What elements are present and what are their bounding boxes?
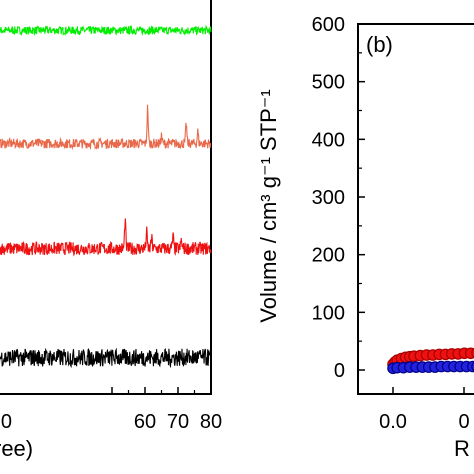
panel-b-y-tick-label-3: 300 (312, 187, 345, 209)
panel-a-series-line-0 (0, 24, 212, 37)
panel-b-y-tick-label-4: 400 (312, 129, 345, 151)
panel-b-series-1-point-14 (471, 361, 474, 372)
panel-a-ticks-group: 0 60 70 80 (1, 387, 222, 433)
panel-a-series-line-2 (0, 218, 212, 257)
panel-a-x-axis-title: ree) (0, 436, 33, 461)
panel-a: 0 60 70 80 ree) (0, 0, 222, 461)
panel-a-frame (0, 0, 212, 395)
panel-b-x-axis-title: R (454, 436, 470, 461)
panel-b-frame (357, 23, 474, 395)
panel-b-y-tick-label-6: 600 (312, 14, 345, 36)
panel-b-label: (b) (366, 32, 393, 57)
panel-b-y-axis-title: Volume / cm³ g⁻¹ STP⁻¹ (256, 89, 281, 323)
panel-b-series-0-point-16 (471, 347, 474, 358)
panel-a-x-tick-label-0: 0 (1, 411, 12, 433)
panel-b: (b) Volume / cm³ g⁻¹ STP⁻¹ R 0 100 200 300 4… (256, 14, 474, 461)
panel-a-x-tick-label-1: 60 (134, 411, 156, 433)
panel-a-series-group (0, 24, 212, 369)
panel-b-x-tick-label-1: 0 (458, 411, 469, 433)
panel-a-series-line-3 (0, 347, 212, 369)
panel-b-y-tick-label-1: 100 (312, 302, 345, 324)
panel-b-ticks-group: 0 100 200 300 400 500 600 0.0 0 (312, 14, 470, 433)
panel-a-series-line-1 (0, 104, 212, 151)
panel-b-y-tick-label-5: 500 (312, 72, 345, 94)
panel-b-y-tick-label-0: 0 (334, 360, 345, 382)
panel-b-y-tick-label-2: 200 (312, 245, 345, 267)
panel-b-x-tick-label-0: 0.0 (379, 411, 407, 433)
panel-b-series-group (387, 347, 474, 375)
panel-a-x-tick-label-2: 70 (167, 411, 189, 433)
panel-a-x-tick-label-3: 80 (200, 411, 222, 433)
